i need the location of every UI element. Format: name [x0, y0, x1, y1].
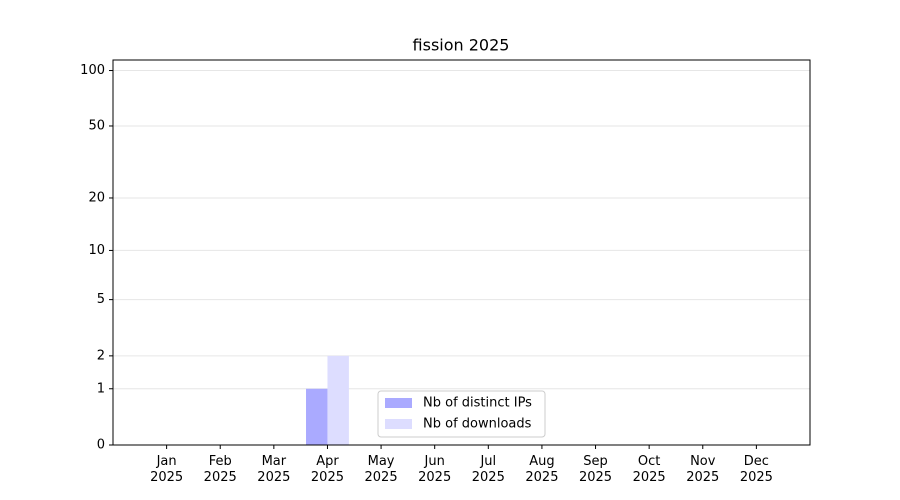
bar — [306, 388, 328, 445]
y-tick-label: 50 — [88, 118, 105, 133]
legend-label: Nb of downloads — [423, 417, 532, 432]
y-tick-label: 10 — [88, 243, 105, 258]
chart-title: fission 2025 — [413, 36, 510, 55]
x-tick-label: Jun 2025 — [418, 454, 451, 485]
x-tick-label: Mar 2025 — [257, 454, 290, 485]
x-tick-label: Jan 2025 — [150, 454, 183, 485]
bar — [327, 355, 349, 445]
y-tick-label: 100 — [80, 63, 105, 78]
x-tick-label: May 2025 — [365, 454, 398, 485]
legend-swatch — [385, 419, 412, 429]
x-tick-label: Apr 2025 — [311, 454, 344, 485]
x-tick-label: Oct 2025 — [633, 454, 666, 485]
x-tick-label: Jul 2025 — [472, 454, 505, 485]
legend-swatch — [385, 398, 412, 408]
y-tick-label: 0 — [97, 438, 105, 453]
x-tick-label: Dec 2025 — [740, 454, 773, 485]
x-tick-label: Feb 2025 — [204, 454, 237, 485]
legend-box — [377, 390, 546, 438]
x-tick-label: Nov 2025 — [686, 454, 719, 485]
plot-frame — [112, 59, 811, 446]
y-tick-label: 1 — [97, 381, 105, 396]
x-tick-label: Sep 2025 — [579, 454, 612, 485]
x-tick-label: Aug 2025 — [525, 454, 558, 485]
y-tick-label: 20 — [88, 190, 105, 205]
y-tick-label: 5 — [97, 292, 105, 307]
y-tick-label: 2 — [97, 348, 105, 363]
legend-label: Nb of distinct IPs — [423, 396, 532, 411]
